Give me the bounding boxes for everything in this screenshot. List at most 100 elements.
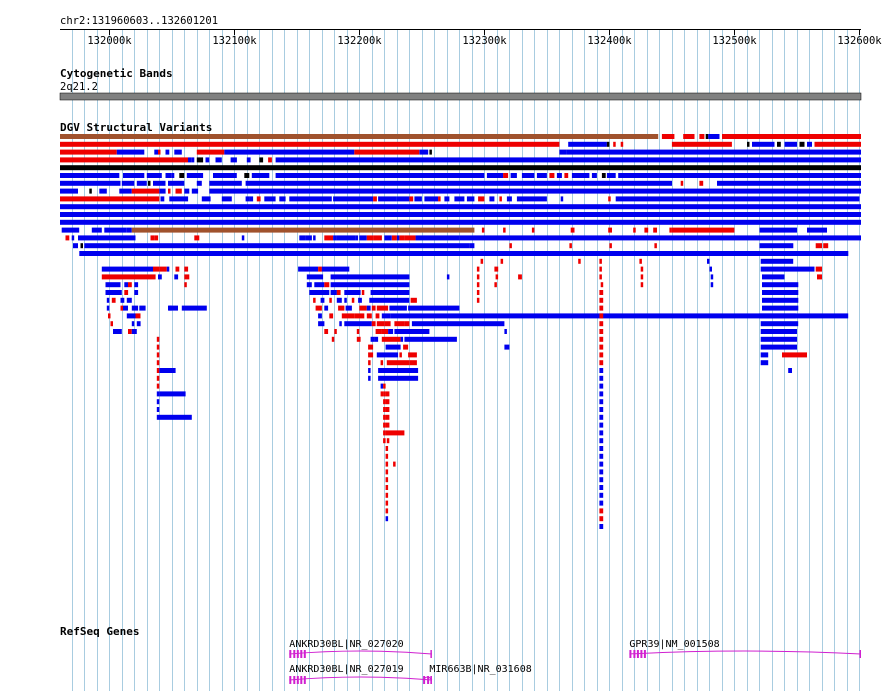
gain-variant[interactable] bbox=[105, 282, 121, 288]
gain-variant[interactable] bbox=[224, 149, 355, 155]
gain-variant[interactable] bbox=[131, 321, 135, 327]
loss-variant[interactable] bbox=[817, 274, 822, 280]
gain-variant[interactable] bbox=[106, 297, 110, 303]
gain-variant[interactable] bbox=[424, 196, 439, 202]
loss-variant[interactable] bbox=[599, 360, 604, 366]
loss-variant[interactable] bbox=[438, 196, 441, 202]
loss-variant[interactable] bbox=[381, 336, 401, 342]
gain-variant[interactable] bbox=[60, 180, 121, 186]
gain-variant[interactable] bbox=[344, 321, 372, 327]
loss-variant[interactable] bbox=[383, 438, 386, 444]
gain-variant[interactable] bbox=[136, 321, 141, 327]
gain-variant[interactable] bbox=[454, 196, 465, 202]
gain-variant[interactable] bbox=[91, 227, 102, 233]
loss-variant[interactable] bbox=[318, 266, 322, 272]
loss-variant[interactable] bbox=[313, 297, 316, 303]
loss-variant[interactable] bbox=[671, 227, 735, 233]
gain-variant[interactable] bbox=[156, 414, 192, 420]
loss-variant[interactable] bbox=[383, 383, 386, 389]
loss-variant[interactable] bbox=[380, 360, 384, 366]
loss-variant[interactable] bbox=[381, 329, 389, 334]
complex-variant[interactable] bbox=[606, 141, 610, 147]
gain-variant[interactable] bbox=[156, 399, 160, 405]
gain-variant[interactable] bbox=[126, 227, 132, 233]
loss-variant[interactable] bbox=[599, 352, 604, 358]
loss-variant[interactable] bbox=[324, 282, 330, 288]
gain-variant[interactable] bbox=[710, 274, 714, 280]
loss-variant[interactable] bbox=[110, 321, 114, 327]
gain-variant[interactable] bbox=[396, 196, 410, 202]
gain-variant[interactable] bbox=[333, 196, 374, 202]
gain-variant[interactable] bbox=[606, 173, 616, 178]
gain-variant[interactable] bbox=[560, 196, 564, 202]
loss-variant[interactable] bbox=[609, 243, 612, 249]
loss-variant[interactable] bbox=[159, 266, 167, 272]
gain-variant[interactable] bbox=[599, 438, 604, 444]
gain-variant[interactable] bbox=[419, 149, 429, 155]
gain-variant[interactable] bbox=[345, 305, 352, 311]
gain-variant[interactable] bbox=[378, 196, 397, 202]
gain-variant[interactable] bbox=[298, 266, 319, 272]
loss-variant[interactable] bbox=[644, 227, 649, 233]
loss-variant[interactable] bbox=[383, 391, 386, 397]
gain-variant[interactable] bbox=[396, 235, 400, 241]
loss-variant[interactable] bbox=[351, 297, 355, 303]
loss-variant[interactable] bbox=[184, 282, 187, 288]
loss-variant[interactable] bbox=[111, 297, 116, 303]
gain-variant[interactable] bbox=[504, 329, 507, 334]
gain-variant[interactable] bbox=[571, 173, 590, 178]
loss-variant[interactable] bbox=[404, 235, 416, 241]
gain-variant[interactable] bbox=[759, 227, 798, 233]
loss-variant[interactable] bbox=[386, 360, 410, 366]
gain-variant[interactable] bbox=[759, 313, 796, 319]
gain-variant[interactable] bbox=[408, 305, 460, 311]
gain-variant[interactable] bbox=[599, 399, 604, 405]
gain-variant[interactable] bbox=[60, 204, 861, 210]
gain-variant[interactable] bbox=[378, 368, 419, 373]
gain-variant[interactable] bbox=[599, 391, 604, 397]
gain-variant[interactable] bbox=[415, 235, 460, 241]
gain-variant[interactable] bbox=[168, 305, 170, 311]
loss-variant[interactable] bbox=[383, 407, 386, 412]
gain-variant[interactable] bbox=[388, 329, 394, 334]
gain-variant[interactable] bbox=[171, 173, 175, 178]
loss-variant[interactable] bbox=[599, 258, 602, 264]
gain-variant[interactable] bbox=[146, 173, 162, 178]
gain-variant[interactable] bbox=[400, 336, 404, 342]
loss-variant[interactable] bbox=[168, 188, 171, 194]
gain-variant[interactable] bbox=[788, 368, 792, 373]
gain-variant[interactable] bbox=[230, 157, 237, 163]
gain-variant[interactable] bbox=[339, 321, 342, 327]
gain-variant[interactable] bbox=[615, 196, 860, 202]
loss-variant[interactable] bbox=[599, 344, 604, 350]
loss-variant[interactable] bbox=[383, 430, 386, 436]
gain-variant[interactable] bbox=[536, 173, 547, 178]
gain-variant[interactable] bbox=[762, 274, 785, 280]
gene-feature[interactable]: MIR663B|NR_031608 bbox=[422, 664, 532, 684]
dgv-features[interactable] bbox=[60, 134, 862, 529]
loss-variant[interactable] bbox=[156, 360, 160, 366]
loss-variant[interactable] bbox=[371, 321, 376, 327]
gain-variant[interactable] bbox=[249, 196, 254, 202]
gain-variant[interactable] bbox=[389, 305, 407, 311]
gain-variant[interactable] bbox=[516, 196, 547, 202]
loss-variant[interactable] bbox=[385, 453, 389, 459]
gain-variant[interactable] bbox=[104, 227, 127, 233]
loss-variant[interactable] bbox=[385, 399, 390, 405]
loss-variant[interactable] bbox=[65, 235, 70, 241]
loss-variant[interactable] bbox=[476, 274, 480, 280]
loss-variant[interactable] bbox=[366, 235, 374, 241]
gain-variant[interactable] bbox=[707, 258, 710, 264]
loss-variant[interactable] bbox=[154, 235, 159, 241]
loss-variant[interactable] bbox=[699, 180, 704, 186]
gain-variant[interactable] bbox=[504, 344, 510, 350]
loss-variant[interactable] bbox=[385, 477, 389, 483]
loss-variant[interactable] bbox=[194, 235, 200, 241]
gain-variant[interactable] bbox=[209, 180, 242, 186]
gain-variant[interactable] bbox=[213, 173, 237, 178]
loss-variant[interactable] bbox=[386, 438, 390, 444]
complex-variant[interactable] bbox=[80, 243, 84, 249]
loss-variant[interactable] bbox=[823, 243, 829, 249]
loss-variant[interactable] bbox=[373, 235, 382, 241]
